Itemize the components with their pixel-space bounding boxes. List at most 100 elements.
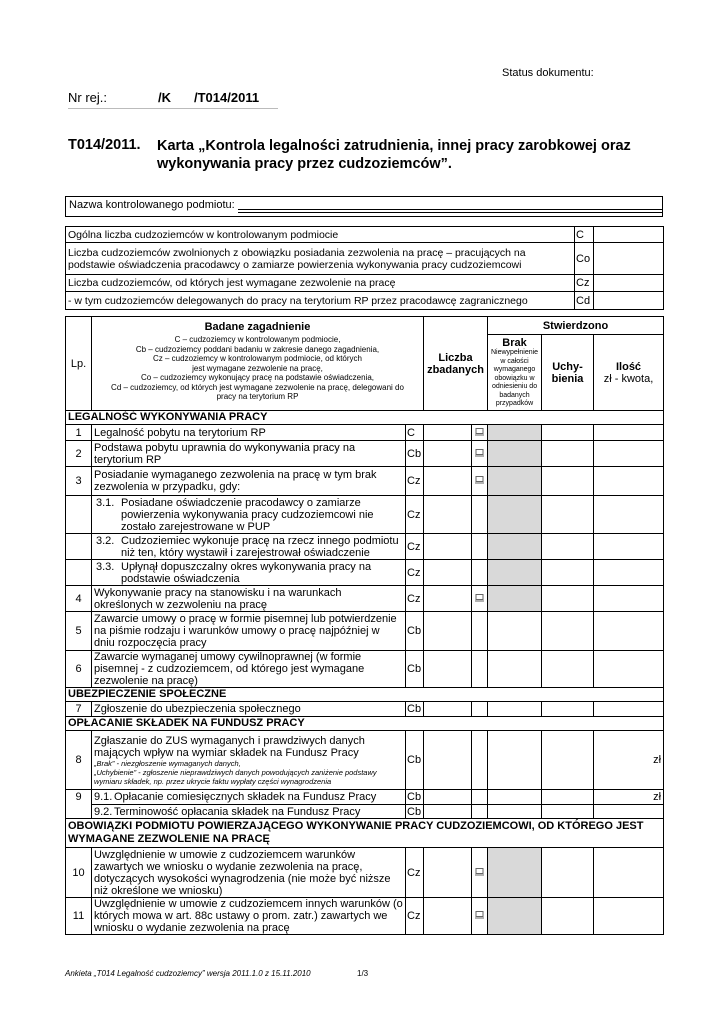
lp: 6 bbox=[65, 650, 92, 688]
lp: 5 bbox=[65, 611, 92, 651]
amount: zł bbox=[593, 789, 665, 805]
code: Cb bbox=[405, 611, 424, 651]
irregular bbox=[541, 611, 595, 651]
count bbox=[423, 804, 472, 819]
lp: 10 bbox=[65, 847, 92, 898]
irregular bbox=[541, 804, 595, 819]
item-row: 6 Zawarcie wymaganej umowy cywilnoprawnej… bbox=[65, 650, 665, 688]
code: Cb bbox=[405, 650, 424, 688]
lp-header: Lp. bbox=[65, 316, 92, 411]
item-row: 5 Zawarcie umowy o pracę w formie pisemne… bbox=[65, 611, 665, 651]
count-icon bbox=[470, 804, 489, 819]
topic: Zawarcie wymaganej umowy cywilnoprawnej … bbox=[91, 650, 406, 688]
topic: Legalność pobytu na terytorium RP bbox=[91, 424, 406, 441]
sub-text: Terminowość opłacania składek na Fundusz… bbox=[114, 805, 361, 818]
footer-survey: Ankieta „T014 Legalność cudzoziemcy” wer… bbox=[65, 969, 311, 978]
lp bbox=[65, 804, 92, 819]
item-row: 4 Wykonywanie pracy na stanowisku i na wa… bbox=[65, 585, 665, 612]
irregular bbox=[541, 424, 595, 441]
missing bbox=[487, 701, 543, 717]
summary-code: C bbox=[574, 226, 594, 243]
icon bbox=[475, 593, 484, 601]
code: Cz bbox=[405, 466, 424, 496]
code: Cb bbox=[405, 730, 424, 790]
count bbox=[423, 897, 472, 935]
amount bbox=[593, 424, 665, 441]
summary-text: - w tym cudzoziemców delegowanych do pra… bbox=[65, 291, 575, 310]
summary-value bbox=[593, 291, 664, 310]
summary-text: Liczba cudzoziemców zwolnionych z obowią… bbox=[65, 242, 575, 275]
irregular bbox=[541, 897, 595, 935]
topic-title: Badane zagadnienie bbox=[204, 321, 311, 333]
amount bbox=[593, 611, 665, 651]
topic-text: Legalność pobytu na terytorium RP bbox=[94, 426, 266, 439]
amount bbox=[593, 559, 665, 586]
topic: 9.2. Terminowość opłacania składek na Fun… bbox=[91, 804, 406, 819]
topic: 9.1. Opłacanie comiesięcznych składek na … bbox=[91, 789, 406, 805]
summary-code: Cd bbox=[574, 291, 594, 310]
amount bbox=[593, 533, 665, 560]
legend-line: jest wymagane zezwolenie na pracę, bbox=[192, 363, 323, 373]
summary-code: Cz bbox=[574, 274, 594, 292]
section-row: OBOWIĄZKI PODMIOTU POWIERZAJĄCEGO WYKONY… bbox=[64, 818, 665, 848]
title-line: wykonywania pracy przez cudzoziemców”. bbox=[157, 156, 452, 172]
topic-text: Wykonywanie pracy na stanowisku i na war… bbox=[94, 586, 342, 611]
topic-text: Uwzględnienie w umowie z cudzoziemcem wa… bbox=[94, 848, 391, 897]
section-title: OBOWIĄZKI PODMIOTU POWIERZAJĄCEGO WYKONY… bbox=[64, 818, 665, 848]
count bbox=[423, 701, 472, 717]
irregular bbox=[541, 701, 595, 717]
topic: 3.1. Posiadane oświadczenie pracodawcy o … bbox=[91, 495, 406, 534]
count-icon bbox=[470, 650, 489, 688]
code: Cz bbox=[405, 585, 424, 612]
missing bbox=[487, 495, 543, 534]
code: Cz bbox=[405, 847, 424, 898]
amount-title: Ilość bbox=[615, 360, 642, 373]
missing-note: Niewypełnienie w całości wymaganego obow… bbox=[490, 349, 539, 407]
sub-text: Opłacanie comiesięcznych składek na Fund… bbox=[114, 791, 377, 803]
amount bbox=[593, 495, 665, 534]
status-label: Status dokumentu: bbox=[502, 67, 594, 79]
amount bbox=[593, 440, 665, 467]
item-row: 9 9.1. Opłacanie comiesięcznych składek na… bbox=[65, 789, 665, 805]
section-row: OPŁACANIE SKŁADEK NA FUNDUSZ PRACY bbox=[64, 716, 665, 731]
missing bbox=[487, 847, 543, 898]
count bbox=[423, 559, 472, 586]
lp bbox=[65, 559, 92, 586]
note-line: „Brak” - niezgłoszenie wymaganych danych… bbox=[94, 758, 241, 768]
amount bbox=[593, 650, 665, 688]
topic-text: Uwzględnienie w umowie z cudzoziemcem in… bbox=[94, 898, 403, 934]
irregular bbox=[541, 440, 595, 467]
irregular bbox=[541, 730, 595, 790]
count-icon bbox=[470, 533, 489, 560]
count bbox=[423, 440, 472, 467]
topic-text: Zawarcie wymaganej umowy cywilnoprawnej … bbox=[94, 651, 365, 687]
count-icon bbox=[470, 897, 489, 935]
missing bbox=[487, 424, 543, 441]
missing bbox=[487, 611, 543, 651]
section-title: UBEZPIECZENIE SPOŁECZNE bbox=[64, 687, 665, 702]
legend-line: C – cudzoziemcy w kontrolowanym podmioci… bbox=[174, 335, 341, 344]
irregular bbox=[541, 466, 595, 496]
topic: 3.3. Upłynął dopuszczalny okres wykonywan… bbox=[91, 559, 406, 586]
summary-row: Liczba cudzoziemców zwolnionych z obowią… bbox=[65, 242, 664, 275]
count-icon bbox=[470, 495, 489, 534]
missing bbox=[487, 440, 543, 467]
count-header: Liczba zbadanych bbox=[422, 316, 489, 411]
count bbox=[423, 466, 472, 496]
topic-text: Zawarcie umowy o pracę w formie pisemnej… bbox=[94, 613, 397, 649]
count bbox=[423, 730, 472, 790]
count bbox=[423, 424, 472, 441]
topic-text: Podstawa pobytu uprawnia do wykonywania … bbox=[94, 441, 356, 466]
sub-text: Upłynął dopuszczalny okres wykonywania p… bbox=[121, 560, 372, 585]
amount: zł bbox=[593, 730, 665, 790]
irregular-header: Uchy-bienia bbox=[541, 334, 595, 411]
count-icon bbox=[470, 611, 489, 651]
legend-line: Cz – cudzoziemcy w kontrolowanym podmioc… bbox=[153, 354, 362, 363]
item-row: 3.2. Cudzoziemiec wykonuje pracę na rzecz… bbox=[65, 533, 665, 560]
missing bbox=[487, 533, 543, 560]
summary-table: Ogólna liczba cudzoziemców w kontrolowan… bbox=[65, 226, 664, 310]
topic: Zgłaszanie do ZUS wymaganych i prawdziwy… bbox=[91, 730, 406, 790]
count-icon bbox=[470, 440, 489, 467]
lp: 3 bbox=[65, 466, 92, 496]
section-title: OPŁACANIE SKŁADEK NA FUNDUSZ PRACY bbox=[64, 716, 665, 731]
